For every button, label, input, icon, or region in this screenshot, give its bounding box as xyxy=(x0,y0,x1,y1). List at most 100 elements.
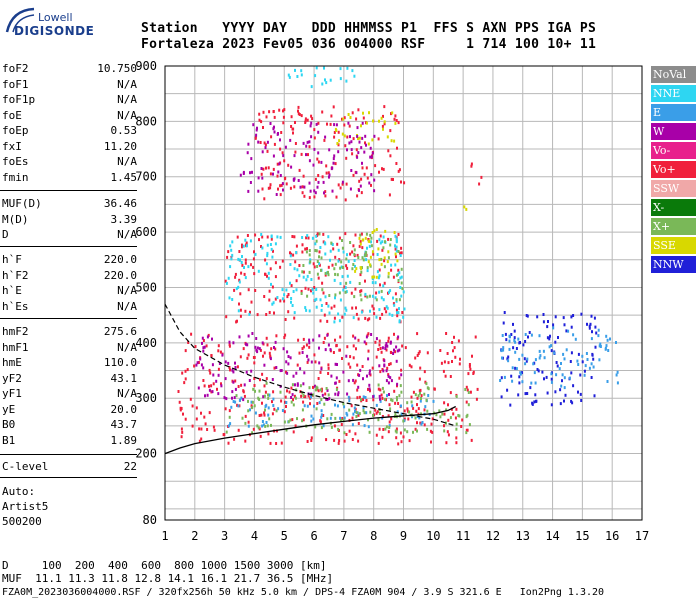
echo-point xyxy=(285,288,288,292)
echo-point xyxy=(269,172,272,176)
echo-point xyxy=(441,412,444,416)
param-value: N/A xyxy=(117,299,137,313)
echo-point xyxy=(410,365,413,369)
param-label: foE xyxy=(2,108,22,122)
echo-point xyxy=(211,363,214,367)
echo-point xyxy=(588,366,591,370)
echo-point xyxy=(356,363,359,367)
echo-point xyxy=(282,109,284,113)
echo-point xyxy=(381,346,384,350)
echo-point xyxy=(395,119,398,122)
echo-point xyxy=(361,161,363,165)
echo-point xyxy=(312,417,315,421)
echo-point xyxy=(526,314,529,318)
echo-point xyxy=(400,267,403,271)
echo-point xyxy=(358,188,360,192)
echo-point xyxy=(463,205,466,209)
echo-point xyxy=(293,267,296,271)
echo-point xyxy=(389,362,392,366)
echo-point xyxy=(451,360,453,363)
echo-point xyxy=(257,140,260,144)
echo-point xyxy=(383,105,386,109)
echo-point xyxy=(346,266,349,270)
x-tick-label: 12 xyxy=(486,529,500,543)
echo-point xyxy=(314,191,317,195)
echo-point xyxy=(527,335,529,339)
echo-point xyxy=(468,364,471,368)
echo-point xyxy=(212,425,215,429)
echo-point xyxy=(355,312,358,316)
echo-point xyxy=(269,357,272,361)
echo-point xyxy=(338,439,341,442)
echo-point xyxy=(317,389,320,393)
echo-point xyxy=(345,281,348,285)
echo-point xyxy=(588,324,591,328)
echo-point xyxy=(458,362,461,366)
echo-point xyxy=(343,405,346,409)
echo-point xyxy=(263,197,266,201)
param-value: 10.750 xyxy=(97,62,137,75)
echo-point xyxy=(288,75,291,79)
echo-point xyxy=(200,411,202,415)
echo-point xyxy=(559,402,562,406)
echo-point xyxy=(360,124,362,128)
echo-point xyxy=(310,278,313,281)
echo-point xyxy=(264,146,267,150)
echo-point xyxy=(212,373,215,377)
echo-point xyxy=(327,171,330,175)
echo-point xyxy=(329,249,332,253)
echo-point xyxy=(334,392,337,396)
echo-point xyxy=(288,390,291,394)
echo-point xyxy=(370,155,373,159)
echo-point xyxy=(323,138,326,142)
echo-point xyxy=(395,237,398,241)
echo-point xyxy=(292,403,295,407)
echo-point xyxy=(388,312,391,316)
echo-point xyxy=(244,258,247,262)
echo-point xyxy=(236,365,239,369)
echo-point xyxy=(377,247,380,251)
echo-point xyxy=(332,247,335,251)
echo-point xyxy=(324,194,327,198)
echo-point xyxy=(363,424,366,428)
echo-point xyxy=(273,311,275,315)
echo-point xyxy=(245,370,248,374)
echo-point xyxy=(300,292,303,295)
echo-point xyxy=(341,117,343,121)
echo-point xyxy=(186,368,189,372)
echo-point xyxy=(416,421,418,425)
echo-point xyxy=(398,394,401,398)
echo-point xyxy=(311,236,314,240)
echo-point xyxy=(379,234,382,238)
echo-point xyxy=(333,131,336,134)
echo-point xyxy=(590,314,593,318)
echo-point xyxy=(323,241,326,245)
echo-point xyxy=(395,245,398,249)
echo-point xyxy=(300,152,303,156)
echo-point xyxy=(203,384,206,388)
echo-point xyxy=(253,250,255,254)
echo-point xyxy=(316,265,319,268)
echo-point xyxy=(261,150,264,154)
echo-point xyxy=(300,114,303,118)
echo-point xyxy=(307,394,310,398)
echo-point xyxy=(235,394,238,398)
echo-point xyxy=(265,262,268,266)
echo-point xyxy=(358,373,361,377)
echo-point xyxy=(461,418,464,422)
echo-point xyxy=(312,393,315,397)
echo-point xyxy=(320,398,323,402)
echo-point xyxy=(308,253,311,257)
echo-point xyxy=(372,398,375,402)
echo-point xyxy=(382,298,385,302)
echo-point xyxy=(374,408,377,412)
echo-point xyxy=(561,373,564,377)
echo-point xyxy=(306,118,309,122)
echo-point xyxy=(387,381,390,385)
echo-point xyxy=(452,349,454,353)
echo-point xyxy=(385,342,388,345)
echo-point xyxy=(252,257,255,261)
echo-point xyxy=(334,362,337,366)
echo-point xyxy=(390,351,393,354)
echo-point xyxy=(550,344,553,348)
